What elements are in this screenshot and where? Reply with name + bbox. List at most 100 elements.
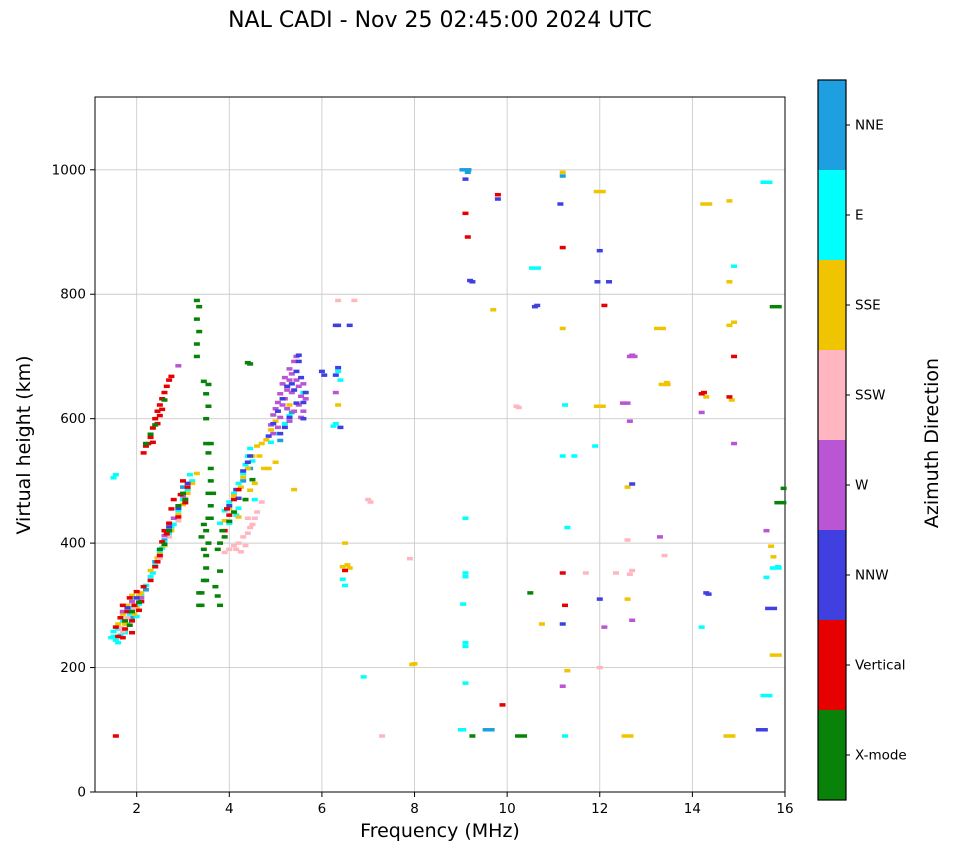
- data-point: [247, 525, 254, 530]
- data-point: [166, 528, 173, 533]
- data-point: [559, 571, 566, 575]
- data-point: [300, 400, 307, 405]
- data-point: [240, 475, 247, 479]
- data-point: [161, 538, 168, 542]
- data-point: [193, 354, 200, 359]
- data-point: [272, 460, 279, 464]
- data-point: [460, 602, 467, 606]
- data-point: [284, 384, 291, 389]
- data-point: [258, 441, 265, 446]
- data-point: [163, 384, 170, 389]
- data-point: [768, 544, 775, 548]
- data-point: [295, 353, 302, 357]
- data-point: [661, 553, 668, 558]
- data-point: [198, 591, 205, 595]
- x-tick-label: 6: [318, 801, 327, 817]
- data-point: [698, 410, 705, 415]
- data-point: [170, 516, 177, 520]
- data-point: [302, 397, 309, 401]
- data-point: [562, 403, 569, 407]
- data-point: [205, 541, 212, 545]
- data-point: [203, 566, 210, 570]
- data-point: [217, 603, 224, 608]
- data-point: [606, 280, 613, 284]
- data-point: [593, 404, 606, 408]
- data-point: [288, 372, 295, 376]
- data-point: [726, 280, 733, 284]
- data-point: [267, 428, 274, 432]
- data-point: [237, 550, 244, 554]
- data-point: [119, 635, 126, 640]
- data-point: [291, 359, 298, 364]
- data-point: [653, 326, 666, 331]
- data-point: [133, 614, 140, 619]
- data-point: [219, 528, 226, 533]
- data-point: [122, 622, 129, 626]
- data-point: [769, 304, 782, 309]
- data-point: [135, 608, 142, 613]
- data-point: [230, 497, 237, 502]
- data-point: [631, 354, 638, 359]
- data-point: [226, 521, 233, 525]
- data-point: [293, 369, 300, 374]
- data-point: [300, 416, 307, 421]
- data-point: [763, 575, 770, 580]
- data-point: [462, 681, 469, 685]
- data-point: [624, 401, 631, 405]
- data-point: [175, 504, 182, 508]
- data-point: [112, 472, 119, 477]
- data-point: [360, 675, 367, 679]
- data-point: [112, 625, 119, 629]
- data-point: [122, 627, 129, 631]
- data-point: [763, 528, 770, 533]
- data-point: [780, 486, 787, 491]
- data-point: [119, 603, 126, 608]
- data-point: [272, 419, 279, 423]
- data-point: [166, 521, 173, 525]
- data-point: [281, 421, 288, 426]
- data-point: [129, 619, 136, 623]
- data-point: [499, 703, 506, 707]
- data-point: [700, 390, 707, 395]
- data-point: [205, 491, 212, 496]
- data-point: [726, 395, 733, 399]
- data-point: [135, 602, 142, 606]
- data-point: [200, 547, 207, 552]
- data-point: [159, 407, 166, 412]
- data-point: [562, 734, 569, 738]
- data-point: [731, 441, 738, 446]
- data-point: [277, 392, 284, 396]
- series-W: [119, 353, 770, 688]
- data-point: [270, 431, 277, 436]
- data-point: [726, 323, 733, 328]
- series-SSW: [117, 298, 668, 738]
- data-points: [108, 168, 787, 738]
- data-point: [254, 444, 261, 448]
- data-point: [149, 440, 156, 445]
- data-point: [179, 479, 186, 483]
- data-point: [626, 572, 633, 576]
- data-point: [703, 395, 710, 399]
- data-point: [263, 438, 270, 442]
- data-point: [154, 560, 161, 564]
- data-point: [251, 481, 258, 486]
- data-point: [731, 264, 738, 268]
- data-point: [459, 168, 472, 172]
- data-point: [240, 471, 247, 476]
- data-point: [156, 553, 163, 558]
- data-point: [133, 596, 140, 600]
- data-point: [124, 606, 131, 610]
- data-point: [515, 734, 528, 738]
- data-point: [256, 454, 263, 458]
- data-point: [110, 629, 117, 634]
- y-axis-label: Virtual height (km): [13, 355, 35, 535]
- data-point: [279, 403, 286, 407]
- data-point: [281, 375, 288, 380]
- data-point: [247, 454, 254, 458]
- data-point: [582, 571, 589, 575]
- data-point: [166, 525, 173, 529]
- data-point: [295, 384, 302, 389]
- data-point: [175, 518, 182, 523]
- data-point: [156, 556, 163, 560]
- data-point: [235, 541, 242, 545]
